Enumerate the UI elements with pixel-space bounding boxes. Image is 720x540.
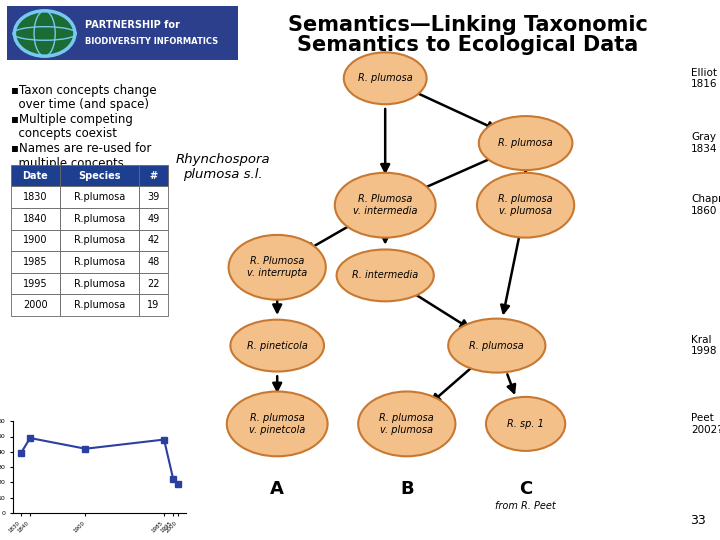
Text: Kral
1998: Kral 1998	[691, 335, 718, 356]
FancyBboxPatch shape	[60, 230, 139, 251]
Text: R. plumosa: R. plumosa	[498, 138, 553, 148]
FancyBboxPatch shape	[11, 186, 60, 208]
Text: 2000: 2000	[23, 300, 48, 310]
FancyBboxPatch shape	[60, 208, 139, 230]
Text: R. plumosa
v. pinetcola: R. plumosa v. pinetcola	[249, 413, 305, 435]
Text: Semantics to Ecological Data: Semantics to Ecological Data	[297, 35, 639, 55]
FancyBboxPatch shape	[11, 208, 60, 230]
Text: 42: 42	[147, 235, 160, 245]
Text: Elliot
1816: Elliot 1816	[691, 68, 718, 89]
Text: R. pineticola: R. pineticola	[247, 341, 307, 350]
Text: 19: 19	[147, 300, 160, 310]
Text: 49: 49	[147, 214, 160, 224]
FancyBboxPatch shape	[11, 251, 60, 273]
Text: ▪Names are re-used for: ▪Names are re-used for	[11, 142, 151, 155]
Ellipse shape	[344, 52, 426, 104]
FancyBboxPatch shape	[139, 208, 168, 230]
Text: #: #	[149, 171, 158, 180]
FancyBboxPatch shape	[139, 273, 168, 294]
Ellipse shape	[358, 392, 456, 456]
Text: 1830: 1830	[23, 192, 48, 202]
Text: 33: 33	[690, 514, 706, 526]
Text: R. sp. 1: R. sp. 1	[507, 419, 544, 429]
Text: BIODIVERSITY INFORMATICS: BIODIVERSITY INFORMATICS	[85, 37, 218, 45]
Ellipse shape	[230, 320, 324, 372]
FancyBboxPatch shape	[139, 165, 168, 186]
FancyBboxPatch shape	[11, 273, 60, 294]
Text: R. plumosa: R. plumosa	[469, 341, 524, 350]
Text: ▪Taxon concepts change: ▪Taxon concepts change	[11, 84, 156, 97]
FancyBboxPatch shape	[60, 186, 139, 208]
Text: R. Plumosa
v. interrupta: R. Plumosa v. interrupta	[247, 256, 307, 278]
FancyBboxPatch shape	[7, 6, 238, 60]
FancyBboxPatch shape	[60, 251, 139, 273]
Ellipse shape	[229, 235, 325, 300]
Text: A: A	[270, 480, 284, 498]
Text: R.plumosa: R.plumosa	[73, 257, 125, 267]
Text: 1900: 1900	[23, 235, 48, 245]
Text: R.plumosa: R.plumosa	[73, 279, 125, 288]
Text: Chapman
1860: Chapman 1860	[691, 194, 720, 216]
Circle shape	[14, 11, 75, 56]
Text: 48: 48	[147, 257, 160, 267]
FancyBboxPatch shape	[139, 230, 168, 251]
Text: Gray
1834: Gray 1834	[691, 132, 718, 154]
Ellipse shape	[335, 173, 436, 238]
Text: Species: Species	[78, 171, 121, 180]
Text: R.plumosa: R.plumosa	[73, 235, 125, 245]
Ellipse shape	[486, 397, 565, 451]
Text: 1840: 1840	[23, 214, 48, 224]
Text: from R. Peet: from R. Peet	[495, 501, 556, 511]
Text: R.plumosa: R.plumosa	[73, 300, 125, 310]
Text: R. plumosa
v. plumosa: R. plumosa v. plumosa	[379, 413, 434, 435]
Text: Semantics—Linking Taxonomic: Semantics—Linking Taxonomic	[288, 15, 648, 35]
FancyBboxPatch shape	[60, 273, 139, 294]
FancyBboxPatch shape	[11, 294, 60, 316]
Text: 22: 22	[147, 279, 160, 288]
Text: 1985: 1985	[23, 257, 48, 267]
Text: C: C	[519, 480, 532, 498]
Text: R. plumosa
v. plumosa: R. plumosa v. plumosa	[498, 194, 553, 216]
Ellipse shape	[479, 116, 572, 170]
Text: concepts coexist: concepts coexist	[11, 127, 117, 140]
Text: 1995: 1995	[23, 279, 48, 288]
Text: B: B	[400, 480, 413, 498]
Ellipse shape	[477, 173, 575, 238]
FancyBboxPatch shape	[11, 165, 60, 186]
FancyBboxPatch shape	[60, 165, 139, 186]
FancyBboxPatch shape	[139, 186, 168, 208]
FancyBboxPatch shape	[60, 294, 139, 316]
FancyBboxPatch shape	[139, 251, 168, 273]
Text: ▪Multiple competing: ▪Multiple competing	[11, 113, 132, 126]
Text: Peet
2002?: Peet 2002?	[691, 413, 720, 435]
Text: Date: Date	[22, 171, 48, 180]
FancyBboxPatch shape	[139, 294, 168, 316]
Text: R.plumosa: R.plumosa	[73, 214, 125, 224]
Text: PARTNERSHIP for: PARTNERSHIP for	[85, 21, 180, 30]
Ellipse shape	[448, 319, 546, 373]
Text: 39: 39	[147, 192, 160, 202]
Text: Rhynchospora
plumosa s.l.: Rhynchospora plumosa s.l.	[176, 153, 271, 181]
Text: R. Plumosa
v. intermedia: R. Plumosa v. intermedia	[353, 194, 418, 216]
FancyBboxPatch shape	[11, 230, 60, 251]
Ellipse shape	[337, 249, 434, 301]
Text: R. intermedia: R. intermedia	[352, 271, 418, 280]
Ellipse shape	[227, 392, 328, 456]
Text: R.plumosa: R.plumosa	[73, 192, 125, 202]
Text: over time (and space): over time (and space)	[11, 98, 149, 111]
Text: multiple concepts: multiple concepts	[11, 157, 124, 170]
Text: R. plumosa: R. plumosa	[358, 73, 413, 83]
